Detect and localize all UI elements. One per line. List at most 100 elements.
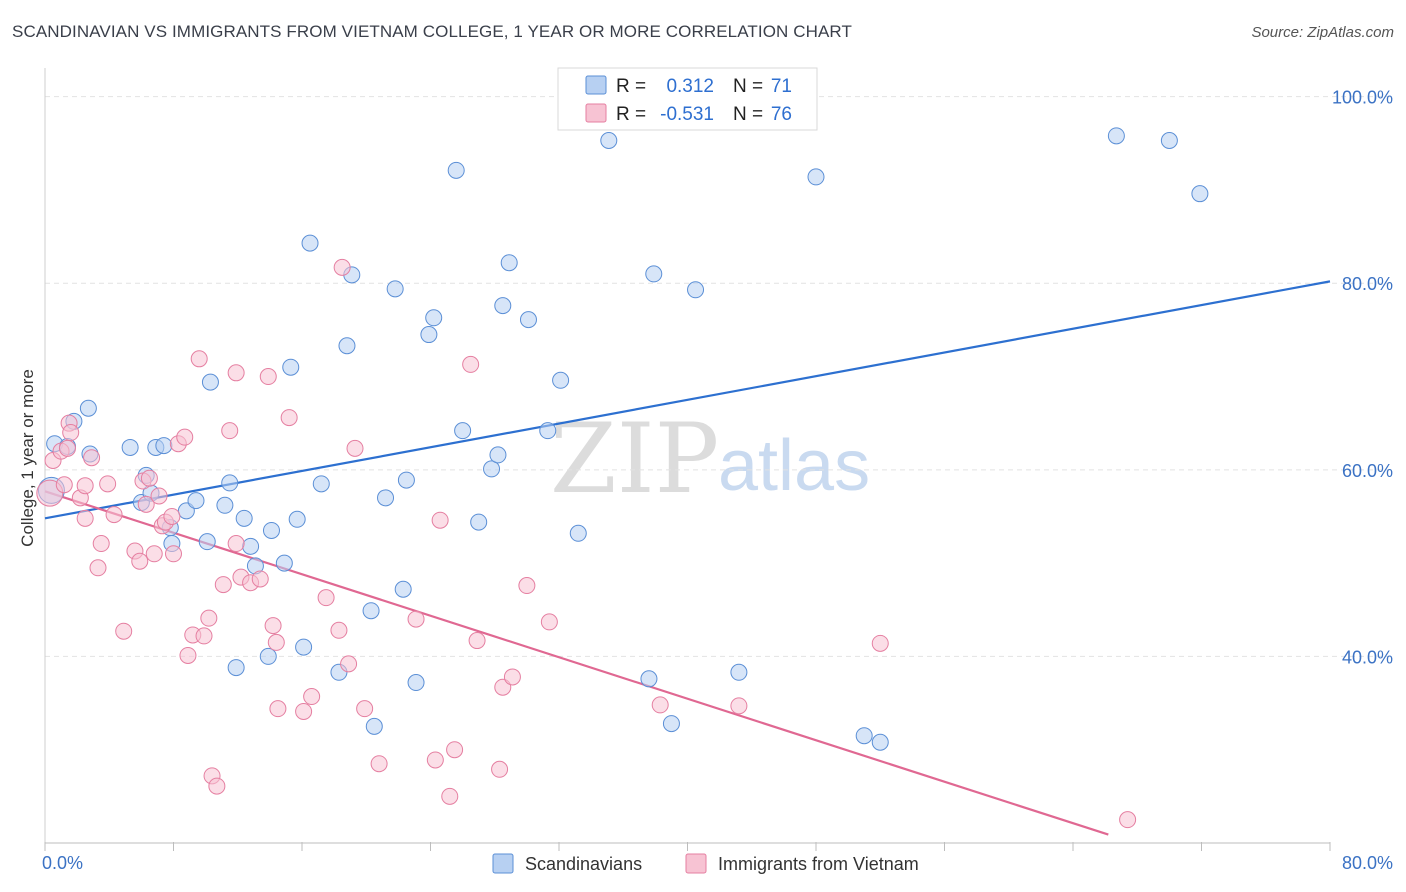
legend: R = 0.312 N = 71 R = -0.531 N = 76 <box>557 67 818 131</box>
y-tick-label: 40.0% <box>1342 647 1393 667</box>
point-vietnam <box>208 777 226 795</box>
x-tick-label: 80.0% <box>1342 853 1393 873</box>
legend-n-value-2: 76 <box>771 104 792 125</box>
y-tick-label: 80.0% <box>1342 274 1393 294</box>
point-scandinavians <box>470 513 488 531</box>
point-vietnam <box>150 487 168 505</box>
point-vietnam <box>333 258 351 276</box>
point-scandinavians <box>155 437 173 455</box>
watermark-atlas: atlas <box>718 426 870 506</box>
point-scandinavians <box>259 647 277 665</box>
point-scandinavians <box>121 438 139 456</box>
point-scandinavians <box>662 715 680 733</box>
point-vietnam <box>730 697 748 715</box>
point-scandinavians <box>312 475 330 493</box>
point-scandinavians <box>454 422 472 440</box>
point-scandinavians <box>362 602 380 620</box>
point-vietnam <box>145 545 163 563</box>
point-scandinavians <box>407 674 425 692</box>
legend-swatch-scandinavians <box>585 75 607 95</box>
point-vietnam <box>165 545 182 563</box>
legend-n-label-1: N = <box>733 76 763 97</box>
point-scandinavians <box>425 309 443 327</box>
point-vietnam <box>131 552 149 570</box>
point-scandinavians <box>687 281 705 299</box>
point-vietnam <box>179 646 197 664</box>
point-vietnam <box>76 509 94 527</box>
point-vietnam <box>264 617 282 635</box>
point-vietnam <box>651 696 669 714</box>
point-vietnam <box>221 422 239 440</box>
bottom-legend-label-scandinavians: Scandinavians <box>525 854 642 874</box>
point-scandinavians <box>216 496 234 514</box>
point-vietnam <box>62 424 80 442</box>
point-scandinavians <box>282 358 300 376</box>
point-scandinavians <box>855 727 873 745</box>
point-vietnam <box>280 409 298 427</box>
point-vietnam <box>267 633 285 651</box>
point-scandinavians <box>275 554 293 572</box>
point-scandinavians <box>397 471 415 489</box>
point-vietnam <box>227 364 245 382</box>
point-scandinavians <box>552 371 570 389</box>
point-scandinavians <box>807 168 825 186</box>
point-vietnam <box>491 760 509 778</box>
point-vietnam <box>251 570 269 588</box>
chart-title: SCANDINAVIAN VS IMMIGRANTS FROM VIETNAM … <box>12 22 852 41</box>
point-vietnam <box>190 350 208 368</box>
point-scandinavians <box>242 537 260 555</box>
legend-r-label-2: R = <box>616 104 646 125</box>
point-scandinavians <box>301 234 319 252</box>
point-vietnam <box>468 632 486 650</box>
point-vietnam <box>92 535 110 553</box>
legend-n-value-1: 71 <box>771 76 792 97</box>
point-scandinavians <box>288 510 306 528</box>
trend-line-scandinavians <box>44 280 1331 520</box>
source-credit: Source: ZipAtlas.com <box>1251 24 1394 41</box>
point-scandinavians <box>198 533 216 551</box>
point-vietnam <box>99 475 117 493</box>
point-vietnam <box>518 577 536 595</box>
point-vietnam <box>330 621 348 639</box>
bottom-legend-swatch-scandinavians <box>492 853 514 874</box>
trend-line-vietnam <box>44 490 1109 836</box>
point-vietnam <box>105 506 123 524</box>
point-scandinavians <box>447 161 465 179</box>
point-vietnam <box>137 495 155 513</box>
point-vietnam <box>83 449 101 467</box>
point-vietnam <box>431 511 449 529</box>
bottom-legend: Scandinavians Immigrants from Vietnam <box>492 853 919 874</box>
point-vietnam <box>446 741 464 759</box>
point-vietnam <box>295 702 313 720</box>
legend-n-label-2: N = <box>733 104 763 125</box>
point-scandinavians <box>871 733 889 751</box>
point-scandinavians <box>494 297 512 315</box>
point-vietnam <box>462 355 480 373</box>
point-scandinavians <box>377 489 395 507</box>
point-vietnam <box>426 751 444 769</box>
y-axis-label: College, 1 year or more <box>18 369 37 547</box>
point-scandinavians <box>187 492 205 510</box>
point-scandinavians <box>365 717 383 735</box>
point-vietnam <box>441 787 459 805</box>
point-vietnam <box>140 469 158 487</box>
point-vietnam <box>503 668 521 686</box>
point-vietnam <box>871 634 889 652</box>
y-tick-label: 100.0% <box>1332 88 1393 108</box>
point-vietnam <box>370 755 388 773</box>
point-scandinavians <box>539 422 557 440</box>
point-scandinavians <box>235 509 253 527</box>
point-scandinavians <box>227 659 245 677</box>
point-scandinavians <box>569 524 587 542</box>
point-vietnam <box>195 627 213 645</box>
point-scandinavians <box>221 474 239 492</box>
point-vietnam <box>1119 811 1137 829</box>
point-vietnam <box>317 589 335 607</box>
point-scandinavians <box>645 265 663 283</box>
point-scandinavians <box>600 132 618 150</box>
point-scandinavians <box>500 254 518 272</box>
point-scandinavians <box>1107 127 1125 145</box>
point-scandinavians <box>730 663 748 681</box>
point-vietnam <box>269 700 287 718</box>
